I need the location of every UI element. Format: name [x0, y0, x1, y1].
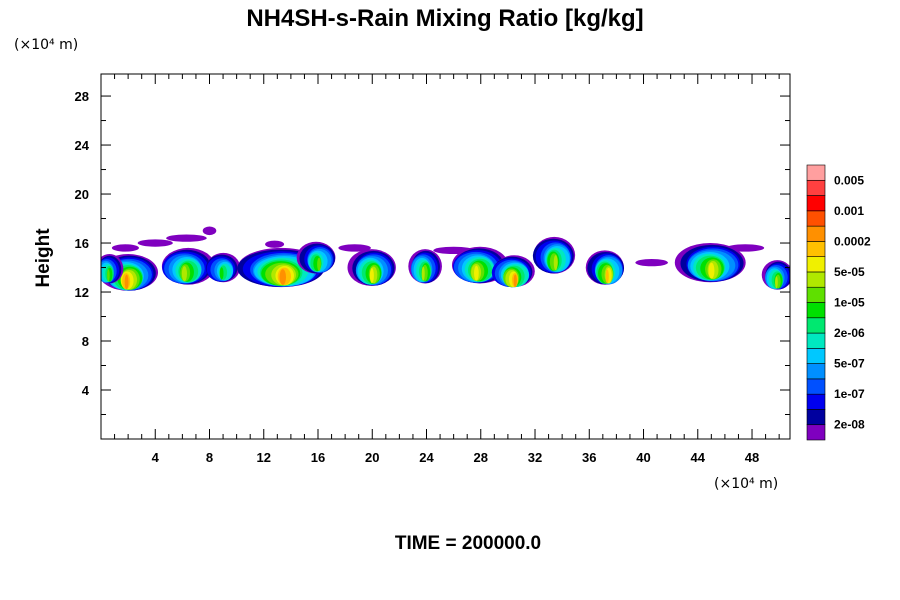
colorbar-swatch-9 [806, 286, 826, 303]
cell-5 [296, 241, 336, 274]
colorbar-label-8: 0.005 [834, 173, 864, 187]
wisp-4 [265, 240, 285, 248]
cell-3-level-8 [219, 267, 224, 280]
y-axis-label: Height [33, 228, 54, 288]
colorbar-swatch-5 [806, 348, 826, 364]
colorbar-swatch-0 [806, 424, 826, 441]
colorbar-label-7: 0.001 [834, 204, 864, 218]
cell-13-level-10 [775, 276, 778, 289]
colorbar-swatch-6 [806, 332, 826, 349]
colorbar-swatch-13 [806, 225, 826, 242]
colorbar: 2e-08 1e-07 5e-07 2e-06 1e-05 5e-05 0.0002 0.00… [806, 164, 871, 441]
colorbar-swatch-10 [806, 271, 826, 288]
wisp-1 [166, 234, 207, 242]
x-tick-label-3: 16 [311, 450, 325, 465]
cell-10-level-10 [553, 255, 558, 271]
time-footer: TIME = 200000.0 [395, 533, 541, 554]
cell-4-level-13 [279, 269, 287, 285]
wisp-5 [338, 244, 371, 252]
colorbar-swatch-17 [806, 164, 826, 181]
cell-7-level-10 [421, 266, 425, 281]
plot-frame [100, 73, 791, 440]
x-tick-label-1: 8 [206, 450, 213, 465]
y-tick-label-1: 8 [82, 334, 89, 349]
y-tick-label-4: 20 [75, 187, 89, 202]
cell-1-level-9 [107, 269, 110, 282]
cell-7 [408, 249, 442, 284]
cell-3 [205, 252, 241, 283]
cell-11 [585, 250, 625, 285]
cell-0-level-13 [124, 274, 129, 290]
x-tick-label-2: 12 [257, 450, 271, 465]
chart-title: NH4SH-s-Rain Mixing Ratio [kg/kg] [246, 5, 643, 32]
colorbar-label-1: 1e-07 [834, 387, 865, 401]
colorbar-swatch-14 [806, 210, 826, 227]
y-tick-label-6: 28 [75, 89, 89, 104]
y-axis-unit: (×10⁴ m) [14, 37, 78, 53]
colorbar-label-4: 1e-05 [834, 296, 865, 310]
cell-1 [101, 254, 124, 284]
colorbar-swatch-3 [806, 378, 826, 395]
colorbar-swatch-4 [806, 363, 826, 380]
colorbar-label-5: 5e-05 [834, 265, 865, 279]
colorbar-swatch-1 [806, 409, 826, 426]
cell-10 [532, 236, 576, 274]
x-tick-label-7: 32 [528, 450, 542, 465]
cell-12-level-11 [708, 262, 715, 279]
x-axis-unit: (×10⁴ m) [714, 476, 778, 492]
cell-8-level-11 [474, 265, 479, 281]
x-tick-label-5: 24 [419, 450, 434, 465]
cell-11-level-12 [605, 269, 609, 284]
colorbar-label-3: 2e-06 [834, 326, 865, 340]
cell-6 [347, 249, 396, 286]
cell-12 [674, 243, 746, 283]
colorbar-swatch-12 [806, 241, 826, 257]
colorbar-label-2: 5e-07 [834, 357, 865, 371]
cell-5-level-9 [317, 257, 321, 271]
colorbar-label-0: 2e-08 [834, 418, 865, 432]
wisp-2 [137, 239, 173, 247]
cell-2 [161, 247, 215, 285]
cell-9-level-13 [513, 274, 517, 288]
colorbar-swatch-2 [806, 393, 826, 410]
cell-2-level-10 [181, 266, 187, 282]
x-tick-label-0: 4 [152, 450, 160, 465]
y-tick-label-2: 12 [75, 285, 89, 300]
x-tick-label-11: 48 [745, 450, 759, 465]
y-tick-label-3: 16 [75, 236, 89, 251]
y-tick-label-5: 24 [75, 138, 90, 153]
wisp-3 [111, 244, 139, 252]
cell-6-level-11 [369, 268, 374, 284]
colorbar-swatch-7 [806, 317, 826, 334]
x-tick-label-4: 20 [365, 450, 379, 465]
colorbar-swatch-8 [806, 302, 826, 319]
wisp-0 [202, 226, 217, 236]
x-tick-label-9: 40 [636, 450, 650, 465]
x-tick-label-10: 44 [691, 450, 706, 465]
wisp-7 [635, 258, 668, 267]
colorbar-swatch-15 [806, 195, 826, 212]
mixing-ratio-field [101, 226, 790, 291]
cell-13 [761, 260, 790, 290]
x-tick-label-6: 28 [474, 450, 488, 465]
y-tick-label-0: 4 [82, 383, 90, 398]
colorbar-swatch-11 [806, 256, 826, 273]
colorbar-label-6: 0.0002 [834, 234, 871, 248]
colorbar-swatch-16 [806, 179, 826, 196]
cell-9 [491, 255, 535, 288]
x-tick-label-8: 36 [582, 450, 596, 465]
